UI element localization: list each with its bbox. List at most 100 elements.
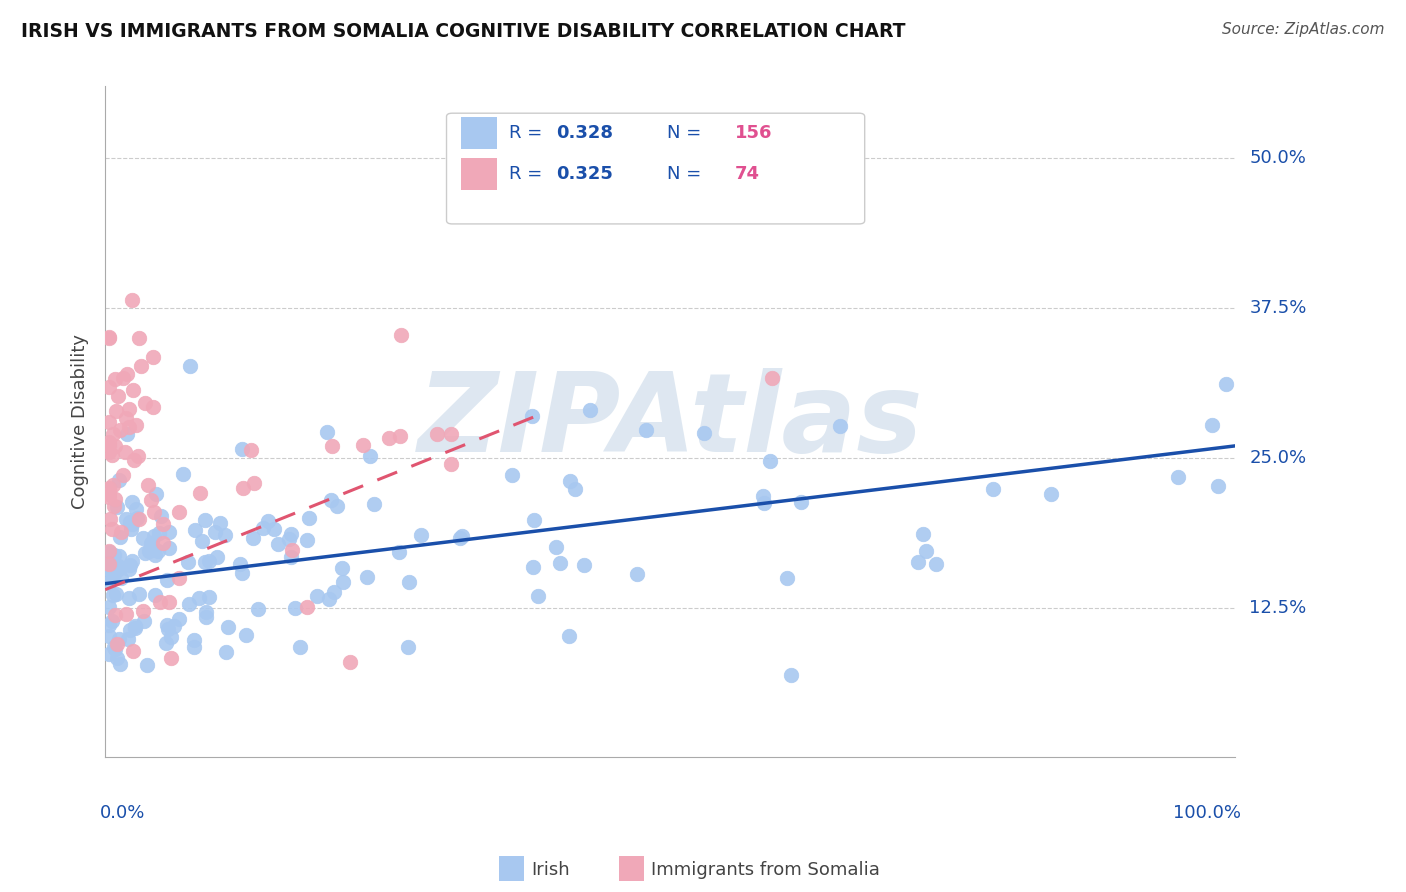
Bar — [461, 117, 498, 149]
Point — [104, 371, 127, 385]
Point — [97, 445, 120, 459]
Point — [560, 474, 582, 488]
Point — [356, 570, 378, 584]
Point — [828, 418, 851, 433]
Point — [156, 618, 179, 632]
Point — [148, 525, 170, 540]
Point — [150, 508, 173, 523]
Point — [97, 575, 120, 590]
Point — [450, 531, 472, 545]
Point — [501, 468, 523, 483]
Point — [332, 574, 354, 589]
Point — [183, 523, 205, 537]
Point — [125, 511, 148, 525]
Point — [363, 497, 385, 511]
Point — [1206, 479, 1229, 493]
Point — [191, 534, 214, 549]
Point — [104, 607, 127, 622]
Point — [288, 640, 311, 654]
Point — [235, 627, 257, 641]
Point — [143, 528, 166, 542]
Point — [101, 589, 124, 603]
Point — [101, 615, 124, 629]
Point — [169, 571, 191, 585]
Point — [321, 439, 343, 453]
Point — [101, 448, 124, 462]
Point — [522, 513, 544, 527]
Point — [121, 516, 143, 531]
Point — [125, 417, 148, 432]
Point — [117, 561, 139, 575]
Point — [115, 367, 138, 381]
Point — [108, 549, 131, 564]
Point — [440, 427, 463, 442]
Point — [257, 514, 280, 528]
Point — [231, 566, 253, 581]
Point — [183, 640, 205, 654]
Point — [124, 621, 146, 635]
FancyBboxPatch shape — [447, 113, 865, 224]
Point — [411, 528, 433, 542]
Text: 0.325: 0.325 — [557, 165, 613, 183]
Point — [128, 587, 150, 601]
Text: 25.0%: 25.0% — [1250, 449, 1306, 467]
Text: 156: 156 — [735, 124, 772, 142]
Point — [389, 429, 412, 443]
Point — [574, 558, 596, 572]
Point — [105, 637, 128, 651]
Point — [118, 558, 141, 572]
Point — [426, 426, 449, 441]
Point — [110, 525, 132, 540]
Point — [911, 527, 934, 541]
Point — [579, 403, 602, 417]
Point — [246, 602, 269, 616]
Point — [117, 591, 139, 606]
Point — [242, 531, 264, 545]
Point — [108, 423, 131, 437]
Point — [152, 516, 174, 531]
Point — [97, 629, 120, 643]
Point — [143, 549, 166, 563]
Point — [1215, 377, 1237, 392]
Text: R =: R = — [509, 165, 548, 183]
Point — [284, 601, 307, 615]
Point — [108, 473, 131, 487]
Point — [156, 623, 179, 637]
Point — [229, 557, 252, 571]
Point — [751, 490, 773, 504]
Point — [107, 559, 129, 574]
Point — [152, 536, 174, 550]
Point — [759, 454, 782, 468]
Point — [305, 590, 328, 604]
Point — [1201, 417, 1223, 432]
Point — [97, 380, 120, 394]
Point — [252, 521, 274, 535]
Text: 100.0%: 100.0% — [1173, 805, 1241, 822]
Point — [97, 558, 120, 572]
Point — [208, 516, 231, 531]
Y-axis label: Cognitive Disability: Cognitive Disability — [72, 334, 89, 509]
Point — [142, 350, 165, 364]
Point — [117, 632, 139, 646]
Point — [544, 540, 567, 554]
Point — [157, 595, 180, 609]
Point — [127, 449, 149, 463]
Point — [118, 624, 141, 638]
Point — [121, 293, 143, 307]
Point — [148, 544, 170, 558]
Point — [388, 545, 411, 559]
Bar — [461, 158, 498, 190]
Point — [100, 550, 122, 565]
Point — [98, 511, 121, 525]
Point — [280, 550, 302, 565]
Point — [377, 431, 399, 445]
Point — [626, 567, 648, 582]
Point — [790, 495, 813, 509]
Point — [564, 483, 586, 497]
Point — [160, 650, 183, 665]
Point — [129, 359, 152, 373]
Point — [148, 595, 170, 609]
Point — [121, 554, 143, 568]
Point — [779, 668, 801, 682]
Point — [359, 449, 381, 463]
